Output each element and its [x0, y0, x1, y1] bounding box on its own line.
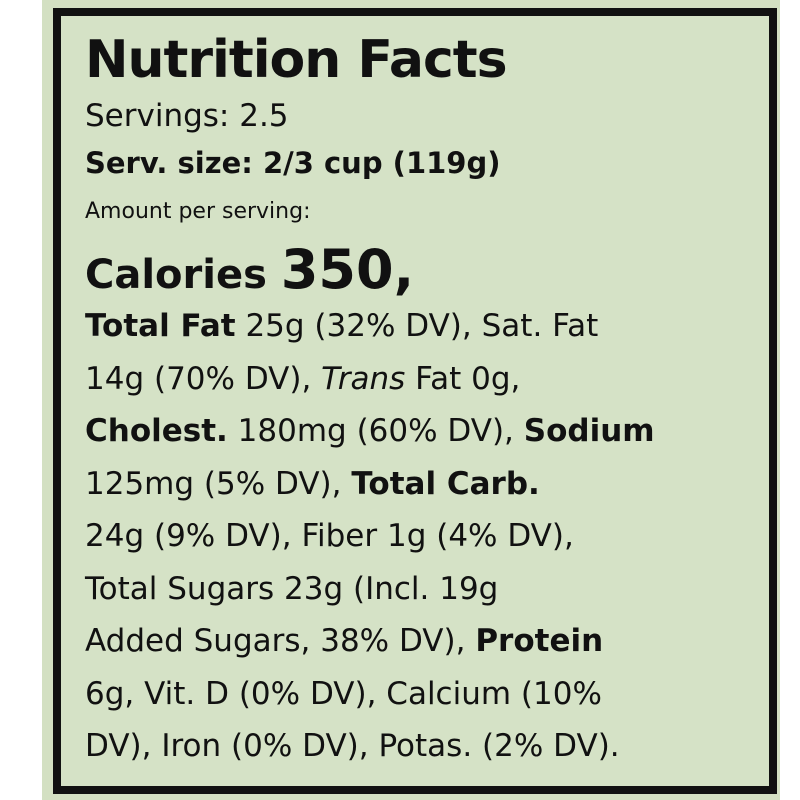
nutrient-text: Added Sugars, 38% DV), [85, 623, 476, 659]
nutrient-line: 6g, Vit. D (0% DV), Calcium (10% [85, 676, 602, 712]
nutrient-line: DV), Iron (0% DV), Potas. (2% DV). [85, 728, 620, 764]
nutrient-text: 14g (70% DV), [85, 360, 322, 397]
servings: Servings: 2.5 [85, 98, 289, 134]
nutrient-text: 25g (32% DV), Sat. Fat [235, 308, 599, 344]
calories-value: 350, [280, 238, 415, 301]
nutrient-line: Cholest. 180mg (60% DV), Sodium [85, 413, 655, 449]
serving-size: Serv. size: 2/3 cup (119g) [85, 146, 501, 180]
nutrient-line: Total Fat 25g (32% DV), Sat. Fat [85, 308, 598, 344]
nutrient-text: Total Sugars 23g (Incl. 19g [85, 570, 499, 607]
nutrient-text: 125mg (5% DV), [85, 465, 352, 502]
nutrient-text: Fat 0g, [405, 360, 521, 397]
nutrient-line: 24g (9% DV), Fiber 1g (4% DV), [85, 518, 574, 554]
nutrient-text: Cholest. [85, 413, 228, 449]
nutrient-text: 6g, Vit. D (0% DV), Calcium (10% [85, 675, 602, 712]
nutrient-line: 125mg (5% DV), Total Carb. [85, 466, 540, 502]
nutrient-text: Sodium [523, 413, 655, 449]
nutrient-line: 14g (70% DV), Trans Fat 0g, [85, 361, 520, 397]
nutrition-title: Nutrition Facts [85, 30, 508, 90]
amount-per-serving: Amount per serving: [85, 199, 311, 224]
nutrient-text: 180mg (60% DV), [227, 413, 524, 449]
nutrient-text: Trans [321, 360, 406, 397]
nutrient-text: DV), Iron (0% DV), Potas. (2% DV). [85, 728, 620, 764]
nutrition-facts-panel: Nutrition Facts Servings: 2.5 Serv. size… [53, 8, 777, 794]
nutrient-line: Total Sugars 23g (Incl. 19g [85, 571, 498, 607]
nutrient-text: Total Carb. [351, 465, 540, 502]
calories-row: Calories 350, [85, 238, 414, 301]
calories-label: Calories [85, 252, 267, 298]
nutrient-text: Total Fat [85, 308, 236, 344]
nutrient-text: Protein [475, 623, 604, 659]
nutrient-line: Added Sugars, 38% DV), Protein [85, 623, 603, 659]
nutrient-text: 24g (9% DV), Fiber 1g (4% DV), [85, 518, 574, 554]
